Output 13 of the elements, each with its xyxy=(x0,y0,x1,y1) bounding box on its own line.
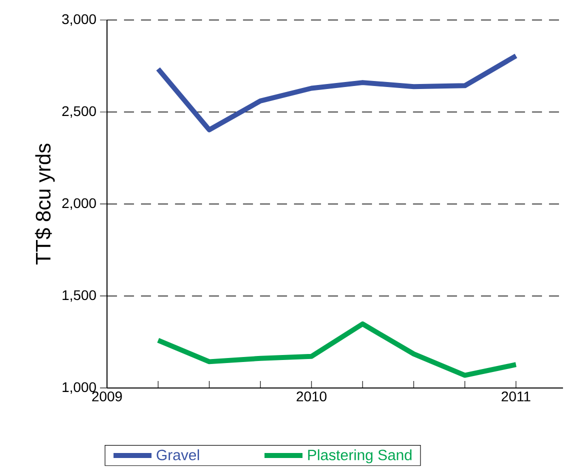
y-tick-label: 3,000 xyxy=(62,14,96,26)
x-tick-label: 2010 xyxy=(296,391,326,402)
line-series xyxy=(156,53,518,132)
y-tick-label: 1,000 xyxy=(62,382,96,394)
y-tick-label: 2,000 xyxy=(62,198,96,210)
y-tick-label: 2,500 xyxy=(62,106,96,118)
y-tick-label: 1,500 xyxy=(62,290,96,302)
line-series xyxy=(156,321,518,378)
x-tick-label: 2009 xyxy=(92,391,122,402)
legend-label: Plastering Sand xyxy=(308,449,412,464)
x-tick-label: 2011 xyxy=(502,391,530,402)
y-axis-title: TT$ 8cu yrds xyxy=(34,144,55,265)
legend-label: Gravel xyxy=(156,449,199,460)
